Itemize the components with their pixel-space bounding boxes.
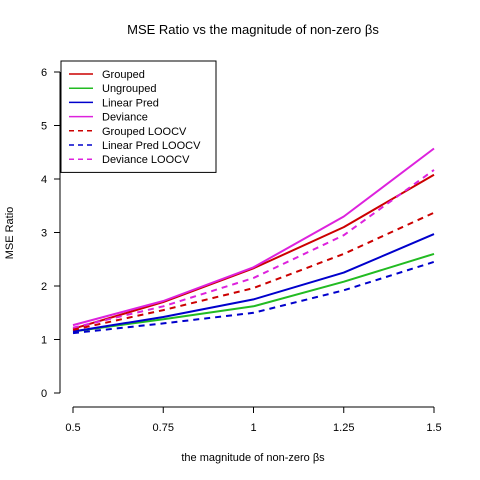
y-tick-label: 3 bbox=[41, 228, 47, 240]
legend: Grouped Ungrouped Linear Pred Deviance Group… bbox=[60, 60, 217, 173]
x-tick-label: 1 bbox=[250, 422, 256, 434]
legend-label: Ungrouped bbox=[102, 83, 156, 95]
series-line-ungrouped bbox=[72, 252, 435, 333]
series-layer bbox=[72, 147, 435, 335]
series-line-linear-pred bbox=[72, 233, 435, 333]
legend-label: Deviance bbox=[102, 112, 148, 124]
legend-label: Grouped LOOCV bbox=[102, 126, 187, 138]
x-tick-label: 1.5 bbox=[426, 422, 441, 434]
axes-layer: 0.5 0.75 1 1.25 1.5 0 1 2 3 4 5 6 bbox=[41, 67, 442, 434]
y-tick-label: 1 bbox=[41, 335, 47, 347]
series-line-deviance bbox=[72, 147, 435, 327]
legend-label: Linear Pred bbox=[102, 97, 159, 109]
x-tick-label: 0.75 bbox=[153, 422, 174, 434]
x-tick-label: 1.25 bbox=[333, 422, 354, 434]
y-tick-label: 2 bbox=[41, 281, 47, 293]
y-tick-label: 6 bbox=[41, 67, 47, 79]
legend-label: Deviance LOOCV bbox=[102, 154, 190, 166]
y-tick-label: 0 bbox=[41, 388, 47, 400]
y-axis-label: MSE Ratio bbox=[4, 207, 16, 260]
chart-title: MSE Ratio vs the magnitude of non-zero β… bbox=[127, 22, 379, 37]
series-line-linear-pred-loocv bbox=[72, 260, 435, 335]
y-tick-label: 5 bbox=[41, 121, 47, 133]
legend-label: Grouped bbox=[102, 69, 145, 81]
y-tick-label: 4 bbox=[41, 174, 47, 186]
legend-label: Linear Pred LOOCV bbox=[102, 140, 201, 152]
x-axis-label: the magnitude of non-zero βs bbox=[181, 452, 325, 464]
x-tick-label: 0.5 bbox=[65, 422, 80, 434]
series-line-deviance-loocv bbox=[72, 169, 435, 329]
